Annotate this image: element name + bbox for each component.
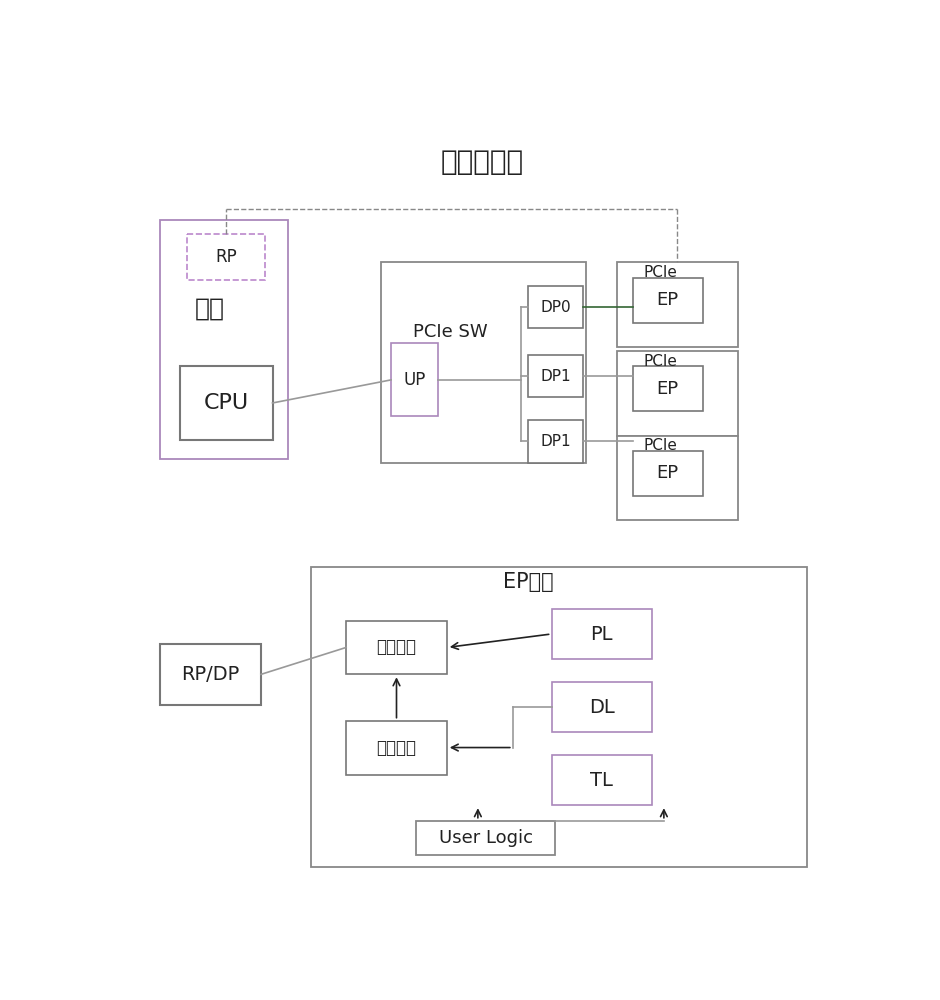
Text: EP设备: EP设备	[503, 572, 554, 592]
Text: User Logic: User Logic	[439, 829, 533, 847]
Bar	[552, 682, 652, 732]
Text: 应用场景图: 应用场景图	[440, 148, 524, 176]
Bar	[633, 278, 702, 323]
Text: EP: EP	[657, 291, 679, 309]
Bar	[346, 620, 446, 674]
Text: EP: EP	[657, 380, 679, 398]
Bar	[180, 366, 273, 440]
Bar	[311, 567, 807, 867]
Text: PCIe: PCIe	[643, 438, 677, 453]
Text: RP: RP	[215, 248, 237, 266]
Bar	[633, 366, 702, 411]
Bar	[381, 262, 587, 463]
Text: PCIe: PCIe	[643, 354, 677, 369]
Text: DP1: DP1	[540, 369, 571, 384]
Bar	[633, 451, 702, 496]
Bar	[391, 343, 438, 416]
Bar	[552, 755, 652, 805]
Text: 硬件断链: 硬件断链	[377, 638, 416, 656]
Text: EP: EP	[657, 464, 679, 482]
Text: PL: PL	[590, 625, 613, 644]
Bar	[160, 644, 261, 705]
Bar	[346, 721, 446, 774]
Text: RP/DP: RP/DP	[181, 665, 240, 684]
Text: CPU: CPU	[203, 393, 248, 413]
Text: PCIe SW: PCIe SW	[414, 323, 488, 341]
Text: DL: DL	[589, 698, 615, 717]
Bar	[528, 355, 583, 397]
Bar	[528, 420, 583, 463]
Text: DP0: DP0	[540, 300, 571, 315]
Bar	[160, 220, 288, 459]
Text: PCIe: PCIe	[643, 265, 677, 280]
Bar	[618, 436, 738, 520]
Text: TL: TL	[590, 771, 613, 790]
Bar	[528, 286, 583, 328]
Bar	[187, 234, 265, 280]
Text: 主机: 主机	[195, 297, 225, 321]
Text: DP1: DP1	[540, 434, 571, 449]
Bar	[618, 262, 738, 347]
Text: UP: UP	[403, 371, 426, 389]
Bar	[415, 821, 556, 855]
Text: 错误类型: 错误类型	[377, 739, 416, 757]
Bar	[618, 351, 738, 436]
Bar	[552, 609, 652, 659]
